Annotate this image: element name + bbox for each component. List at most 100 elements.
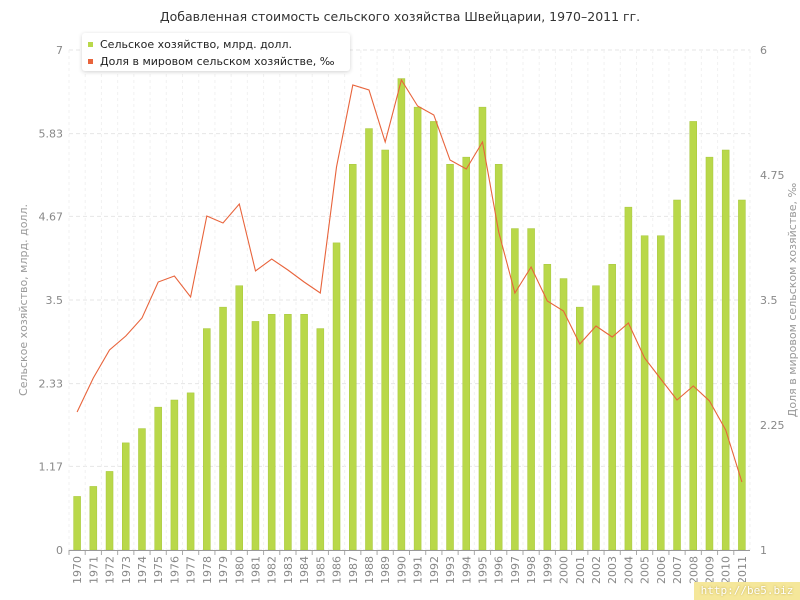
- bar-2004[interactable]: [624, 206, 633, 551]
- x-tick-label: 1990: [395, 556, 408, 584]
- bar-1997[interactable]: [511, 228, 519, 551]
- left-axis-ticks: 0 1.17 2.33 3.5 4.67 5.83 7: [39, 44, 64, 557]
- left-tick-label: 5.83: [39, 128, 64, 141]
- bar-2008[interactable]: [689, 121, 697, 551]
- x-tick-label: 1973: [120, 556, 133, 584]
- bar-1992[interactable]: [430, 121, 438, 551]
- left-tick-label: 1.17: [39, 460, 64, 473]
- x-tick-label: 1987: [347, 556, 360, 584]
- right-tick-label: 6: [760, 44, 767, 57]
- x-tick-label: 2004: [622, 556, 635, 584]
- bar-2005[interactable]: [640, 235, 649, 551]
- bar-1983[interactable]: [284, 314, 292, 551]
- bar-1979[interactable]: [219, 306, 227, 551]
- legend-label-line: Доля в мировом сельском хозяйстве, ‰: [100, 55, 335, 68]
- x-tick-label: 1980: [233, 556, 246, 584]
- x-tick-label: 1971: [87, 556, 100, 584]
- chart-title: Добавленная стоимость сельского хозяйств…: [159, 9, 641, 24]
- bar-1998[interactable]: [527, 228, 535, 551]
- left-tick-label: 3.5: [46, 294, 64, 307]
- x-axis-ticks: 1970 1971 1972 1973 1974 1975 1976 1977 1978 1979…: [68, 550, 749, 584]
- bar-2009[interactable]: [705, 156, 714, 551]
- bar-1984[interactable]: [300, 314, 308, 551]
- bar-1995[interactable]: [478, 106, 487, 551]
- x-tick-label: 1983: [282, 556, 295, 584]
- x-tick-label: 1999: [541, 556, 554, 584]
- left-tick-label: 7: [56, 44, 63, 57]
- x-tick-label: 1997: [509, 556, 522, 584]
- x-tick-label: 1974: [136, 556, 149, 584]
- bar-1971[interactable]: [89, 486, 98, 551]
- x-tick-label: 2005: [639, 556, 652, 584]
- x-tick-label: 1978: [201, 556, 214, 584]
- right-tick-label: 3.5: [760, 294, 778, 307]
- legend: Сельское хозяйство, млрд. долл. Доля в м…: [82, 33, 350, 71]
- x-tick-label: 1986: [331, 556, 344, 584]
- bar-1972[interactable]: [105, 471, 114, 551]
- x-tick-label: 2000: [558, 556, 571, 584]
- bar-1991[interactable]: [413, 106, 422, 551]
- x-tick-label: 1970: [71, 556, 84, 584]
- legend-item-bars[interactable]: Сельское хозяйство, млрд. долл.: [88, 36, 350, 53]
- x-tick-label: 1996: [493, 556, 506, 584]
- x-tick-label: 2008: [687, 556, 700, 584]
- bar-1996[interactable]: [494, 164, 503, 551]
- x-tick-label: 1988: [363, 556, 376, 584]
- x-tick-label: 1977: [185, 556, 198, 584]
- bar-2003[interactable]: [608, 264, 616, 551]
- bar-2011[interactable]: [738, 199, 746, 551]
- bar-1993[interactable]: [446, 164, 454, 551]
- x-tick-label: 2002: [590, 556, 603, 584]
- x-tick-label: 2007: [671, 556, 684, 584]
- right-axis-label: Доля в мировом сельском хозяйстве, ‰: [786, 183, 799, 418]
- bar-1982[interactable]: [267, 314, 276, 551]
- bar-1973[interactable]: [122, 442, 130, 551]
- bar-1988[interactable]: [365, 128, 373, 551]
- bar-1980[interactable]: [235, 285, 243, 551]
- left-tick-label: 4.67: [39, 210, 64, 223]
- bar-1974[interactable]: [138, 428, 146, 551]
- right-axis-ticks: 1 2.25 3.5 4.75 6: [760, 44, 785, 557]
- bar-2006[interactable]: [657, 235, 665, 551]
- x-tick-label: 1979: [217, 556, 230, 584]
- bar-2000[interactable]: [559, 278, 568, 551]
- legend-swatch-line: [88, 59, 93, 64]
- x-tick-label: 2010: [720, 556, 733, 584]
- right-tick-label: 1: [760, 544, 767, 557]
- x-tick-label: 1991: [412, 556, 425, 584]
- x-tick-label: 2011: [736, 556, 749, 584]
- bar-1987[interactable]: [349, 164, 357, 551]
- right-tick-label: 4.75: [760, 169, 785, 182]
- bar-1986[interactable]: [332, 242, 341, 551]
- watermark[interactable]: http://be5.biz: [694, 582, 800, 600]
- bar-2007[interactable]: [673, 199, 681, 551]
- x-tick-label: 1995: [476, 556, 489, 584]
- bar-1976[interactable]: [170, 399, 179, 551]
- x-tick-label: 1994: [460, 556, 473, 584]
- x-tick-label: 1998: [525, 556, 538, 584]
- bar-1994[interactable]: [462, 156, 470, 551]
- bar-1977[interactable]: [186, 392, 195, 551]
- legend-item-line[interactable]: Доля в мировом сельском хозяйстве, ‰: [88, 53, 350, 70]
- x-tick-label: 1976: [168, 556, 181, 584]
- x-tick-label: 1989: [379, 556, 392, 584]
- bar-1981[interactable]: [251, 321, 260, 551]
- bar-1975[interactable]: [154, 406, 162, 551]
- x-tick-label: 1975: [152, 556, 165, 584]
- legend-swatch-bars: [88, 42, 93, 47]
- bar-2010[interactable]: [721, 149, 730, 551]
- bar-1978[interactable]: [203, 328, 211, 551]
- x-tick-label: 1993: [444, 556, 457, 584]
- left-tick-label: 0: [56, 544, 63, 557]
- x-tick-label: 1972: [104, 556, 117, 584]
- x-tick-label: 2003: [606, 556, 619, 584]
- bar-series: [73, 78, 746, 551]
- x-tick-label: 1981: [249, 556, 262, 584]
- bar-1985[interactable]: [316, 328, 325, 551]
- bar-1999[interactable]: [543, 264, 552, 551]
- bar-1990[interactable]: [397, 78, 406, 551]
- x-tick-label: 2006: [655, 556, 668, 584]
- bar-1989[interactable]: [381, 149, 389, 551]
- bar-1970[interactable]: [73, 496, 81, 551]
